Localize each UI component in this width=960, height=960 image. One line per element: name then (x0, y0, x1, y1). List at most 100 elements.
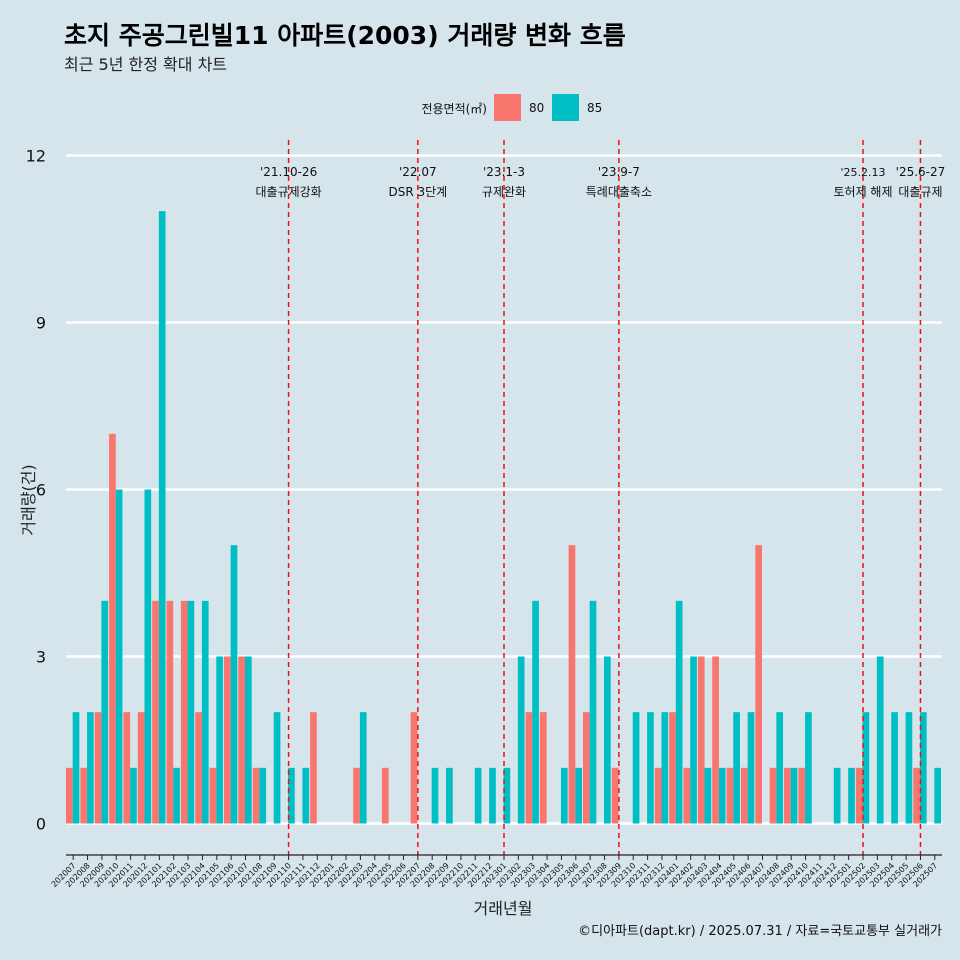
bar-85-202209 (446, 767, 453, 824)
bar-85-202008 (87, 712, 94, 824)
bar-80-202007 (66, 767, 73, 824)
bar-80-202105 (209, 767, 217, 824)
legend-label-85: 85 (587, 101, 602, 115)
bar-85-202312 (661, 712, 669, 824)
bar-85-202403 (704, 767, 712, 824)
bar-80-202312 (654, 767, 662, 824)
bar-80-202306 (568, 545, 576, 824)
y-tick-label-3: 3 (36, 648, 46, 667)
bar-85-202505 (905, 712, 913, 824)
bar-85-202506 (919, 712, 927, 824)
y-tick-label-9: 9 (36, 314, 46, 333)
bar-80-202303 (525, 712, 533, 824)
event-label-1: DSR 3단계 (388, 185, 447, 199)
event-date-5: '25.6-27 (896, 165, 946, 179)
bar-85-202104 (201, 600, 209, 824)
bar-85-202308 (604, 656, 611, 824)
bar-85-202504 (891, 712, 898, 824)
bar-85-202409 (790, 767, 798, 824)
bar-85-202102 (173, 767, 180, 824)
bar-85-202402 (690, 656, 697, 824)
legend-swatch-85 (552, 94, 579, 121)
bar-80-202407 (755, 545, 762, 824)
bar-85-202303 (532, 600, 539, 824)
bar-80-202410 (798, 767, 806, 824)
bar-85-202012 (144, 489, 152, 824)
bar-80-202205 (381, 767, 389, 824)
bar-85-202410 (805, 712, 812, 824)
bar-85-202301 (503, 767, 511, 824)
event-date-4: '25.2.13 (841, 166, 886, 179)
bar-85-202501 (848, 767, 855, 824)
bar-85-202107 (245, 656, 252, 824)
bar-85-202405 (733, 712, 740, 824)
x-axis-title: 거래년월 (474, 899, 533, 918)
bar-85-202211 (474, 767, 482, 824)
bar-85-202208 (431, 767, 439, 824)
chart-caption: ©디아파트(dapt.kr) / 2025.07.31 / 자료=국토교통부 실… (578, 924, 942, 939)
bar-80-202403 (697, 656, 705, 824)
bar-80-202102 (166, 600, 174, 824)
bar-85-202109 (273, 712, 281, 824)
chart-title: 초지 주공그린빌11 아파트(2003) 거래량 변화 흐름 (64, 21, 626, 50)
bar-85-202408 (776, 712, 784, 824)
bar-85-202311 (647, 712, 654, 824)
bar-80-202009 (94, 712, 102, 824)
legend-title: 전용면적(㎡) (421, 102, 487, 116)
bar-80-202101 (152, 600, 159, 824)
event-lines: '21.10-26 대출규제강화 '22.07 DSR 3단계 '23.1-3 규제완화 '… (255, 140, 945, 855)
bar-80-202404 (712, 656, 719, 824)
bar-80-202008 (80, 767, 88, 824)
bar-85-202007 (72, 712, 80, 824)
bar-80-202402 (683, 767, 691, 824)
y-tick-label-12: 12 (26, 147, 46, 166)
bar-85-202412 (833, 767, 841, 824)
event-label-4: 토허제 해제 (834, 185, 893, 199)
bar-85-202310 (632, 712, 640, 824)
x-axis: 2020072020082020092020102020112020122021… (50, 854, 942, 889)
bar-85-202507 (934, 767, 941, 824)
bar-80-202103 (180, 600, 188, 824)
bar-85-202106 (230, 545, 238, 824)
chart-subtitle: 최근 5년 한정 확대 차트 (64, 55, 227, 74)
event-date-2: '23.1-3 (483, 165, 525, 179)
bar-85-202502 (862, 712, 870, 824)
event-label-2: 규제완화 (482, 185, 526, 199)
bar-85-202105 (216, 656, 223, 824)
event-date-1: '22.07 (399, 165, 437, 179)
bar-80-202112 (310, 712, 317, 824)
bar-85-202401 (675, 600, 683, 824)
y-tick-label-6: 6 (36, 481, 46, 500)
bar-80-202203 (353, 767, 360, 824)
y-tick-label-0: 0 (36, 815, 46, 834)
bar-80-202401 (669, 712, 676, 824)
legend-swatch-80 (494, 94, 521, 121)
event-label-5: 대출규제 (898, 185, 942, 199)
bar-80-202502 (855, 767, 863, 824)
bar-80-202309 (611, 767, 619, 824)
bar-85-202108 (259, 767, 267, 824)
bar-85-202302 (517, 656, 525, 824)
bar-80-202304 (539, 712, 547, 824)
bar-85-202503 (876, 656, 884, 824)
event-label-3: 특례대출축소 (586, 185, 652, 199)
bar-80-202307 (582, 712, 590, 824)
bars (66, 211, 941, 824)
bar-80-202104 (195, 712, 202, 824)
bar-80-202409 (784, 767, 791, 824)
bar-80-202106 (223, 656, 231, 824)
y-axis-ticks: 0 3 6 9 12 (26, 147, 46, 834)
bar-85-202404 (718, 767, 726, 824)
bar-85-202011 (130, 767, 137, 824)
bar-85-202009 (101, 600, 109, 824)
bar-80-202011 (123, 712, 131, 824)
bar-85-202110 (288, 767, 295, 824)
bar-85-202010 (115, 489, 123, 824)
bar-80-202108 (252, 767, 260, 824)
legend: 전용면적(㎡) 80 85 (421, 94, 602, 121)
bar-80-202010 (109, 433, 116, 824)
bar-85-202203 (359, 712, 367, 824)
bar-85-202306 (575, 767, 582, 824)
